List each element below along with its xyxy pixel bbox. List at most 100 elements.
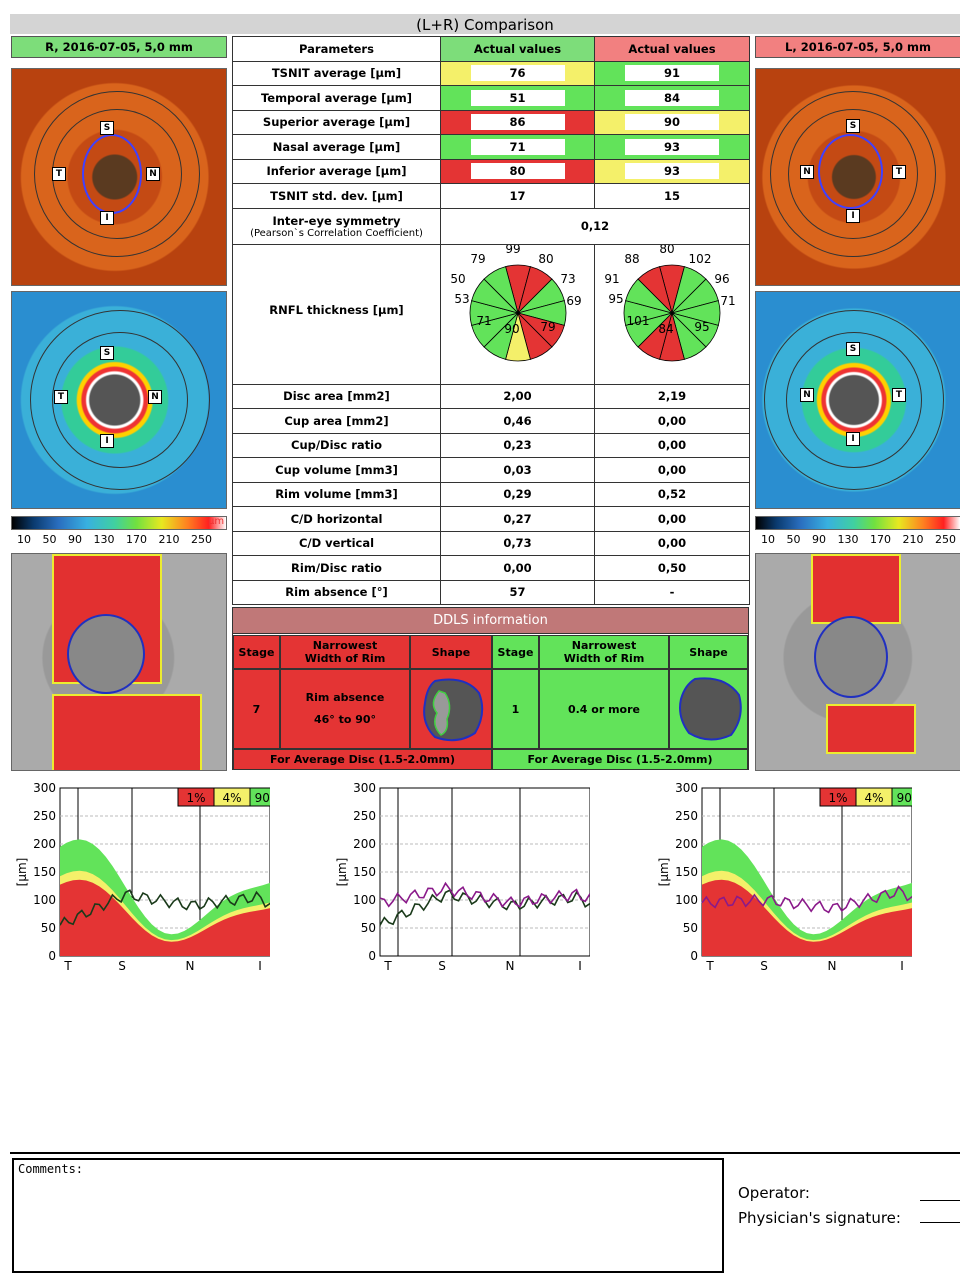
scale-unit: µm: [208, 516, 225, 527]
series-line: [379, 889, 590, 926]
right-value: 0,27: [440, 506, 595, 532]
report-title: (L+R) Comparison: [10, 14, 960, 34]
ddls-right-shape-header: Shape: [410, 635, 492, 669]
y-tick-label: 200: [33, 837, 56, 851]
comments-box[interactable]: Comments:: [12, 1158, 724, 1273]
table-row: Nasal average [µm] 71 93: [232, 134, 750, 160]
row-label: Cup/Disc ratio: [232, 432, 441, 458]
physician-signature-label: Physician's signature:: [738, 1209, 901, 1227]
left-value: 90: [594, 109, 750, 135]
y-tick-label: 300: [353, 781, 376, 795]
legend-label: 4%: [864, 791, 883, 805]
pie-label: 96: [714, 272, 729, 286]
series-line: [379, 881, 590, 908]
ddls-left-shape: [669, 669, 748, 749]
y-tick-label: 150: [33, 865, 56, 879]
left-value: 0,00: [594, 506, 750, 532]
symmetry-label: Inter-eye symmetry (Pearson`s Correlation…: [232, 207, 441, 245]
right-eye-header: R, 2016-07-05, 5,0 mm: [11, 36, 227, 58]
pie-label: 95: [694, 320, 709, 334]
left-deviation-map: [755, 553, 960, 771]
ddls-right-stage: 7: [233, 669, 280, 749]
y-tick-label: 50: [683, 921, 698, 935]
x-tick-label: I: [900, 959, 904, 970]
pie-label: 80: [538, 252, 553, 266]
legend-swatch: [249, 787, 270, 807]
legend-swatch: [891, 787, 912, 807]
left-color-scale: [755, 516, 960, 530]
table-row: Cup/Disc ratio 0,23 0,00: [232, 432, 750, 458]
right-thickness-map: S T N I: [11, 291, 227, 509]
normative-band: [702, 879, 912, 956]
left-value: 0,00: [594, 408, 750, 434]
pie-label: 73: [560, 272, 575, 286]
legend-label: 90%: [897, 791, 912, 805]
nasal-mark: N: [148, 390, 162, 404]
y-tick-label: 250: [675, 809, 698, 823]
inferior-mark: I: [100, 434, 114, 448]
y-tick-label: 150: [353, 865, 376, 879]
y-tick-label: 100: [675, 893, 698, 907]
legend-label: 90%: [255, 791, 270, 805]
left-value: 93: [594, 158, 750, 184]
left-value: 0,00: [594, 530, 750, 556]
right-value: 76: [440, 60, 595, 86]
x-tick-label: S: [118, 959, 126, 970]
x-tick-label: S: [438, 959, 446, 970]
y-axis-label: [µm]: [657, 858, 671, 887]
y-tick-label: 0: [48, 949, 56, 963]
ddls-left-width: 0.4 or more: [539, 669, 669, 749]
row-label: Cup volume [mm3]: [232, 457, 441, 483]
x-tick-label: S: [760, 959, 768, 970]
left-fundus-image: S N T I: [755, 68, 960, 286]
x-tick-label: T: [705, 959, 714, 970]
legend-label: 1%: [186, 791, 205, 805]
y-tick-label: 100: [33, 893, 56, 907]
row-label: Rim absence [°]: [232, 579, 441, 605]
x-tick-label: N: [828, 959, 837, 970]
y-tick-label: 250: [33, 809, 56, 823]
y-tick-label: 50: [361, 921, 376, 935]
ddls-left-width-header: Narrowest Width of Rim: [539, 635, 669, 669]
y-tick-label: 300: [675, 781, 698, 795]
left-scale-ticks: 10 50 90 130 170 210 250: [761, 533, 956, 546]
nasal-mark: N: [146, 167, 160, 181]
ddls-right-footer: For Average Disc (1.5-2.0mm): [233, 749, 492, 770]
left-value: 15: [594, 183, 750, 209]
row-label: TSNIT average [µm]: [232, 60, 441, 86]
table-row: Inferior average [µm] 80 93: [232, 158, 750, 184]
row-label: TSNIT std. dev. [µm]: [232, 183, 441, 209]
pie-label: 84: [658, 322, 673, 336]
left-value: -: [594, 579, 750, 605]
y-axis-label: [µm]: [335, 858, 349, 887]
y-tick-label: 50: [41, 921, 56, 935]
ddls-right-stage-header: Stage: [233, 635, 280, 669]
superior-mark: S: [100, 121, 114, 135]
ddls-right-width: Rim absence 46° to 90°: [280, 669, 410, 749]
right-value: 0,00: [440, 555, 595, 581]
footer-divider: [10, 1152, 960, 1154]
pie-label: 101: [627, 314, 650, 328]
series-line: [59, 889, 270, 926]
pie-label: 53: [454, 292, 469, 306]
table-row: Rim volume [mm3] 0,29 0,52: [232, 481, 750, 507]
row-label: C/D horizontal: [232, 506, 441, 532]
left-thickness-map: S N T I: [755, 291, 960, 509]
temporal-mark: T: [892, 165, 906, 179]
table-row: TSNIT std. dev. [µm] 17 15: [232, 183, 750, 209]
pie-label: 95: [608, 292, 623, 306]
table-row: Rim absence [°] 57-: [232, 579, 750, 605]
row-label: Rim/Disc ratio: [232, 555, 441, 581]
table-row: Cup volume [mm3] 0,03 0,00: [232, 457, 750, 483]
right-rnfl-pie: 99 80 73 69 79 90 71 53 50 79: [440, 242, 595, 385]
ddls-left-footer: For Average Disc (1.5-2.0mm): [492, 749, 748, 770]
ddls-title: DDLS information: [233, 608, 748, 634]
operator-label: Operator:: [738, 1184, 810, 1202]
y-axis-label: [µm]: [15, 858, 29, 887]
parameters-table: Parameters Actual values Actual values T…: [232, 36, 750, 605]
x-tick-label: N: [186, 959, 195, 970]
x-tick-label: T: [63, 959, 72, 970]
row-label: Nasal average [µm]: [232, 134, 441, 160]
x-tick-label: I: [578, 959, 582, 970]
